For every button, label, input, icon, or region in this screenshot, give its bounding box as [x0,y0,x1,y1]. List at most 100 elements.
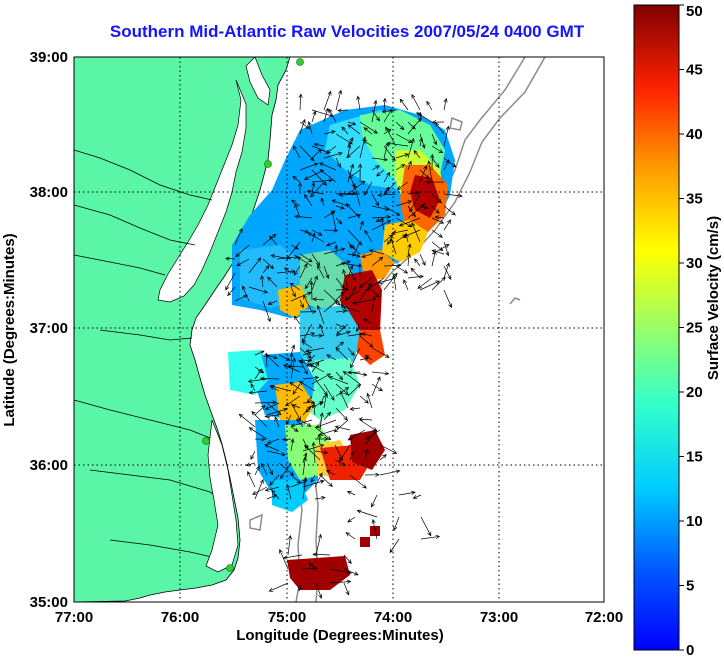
velocity-field [228,105,455,590]
velocity-arrow [395,153,410,159]
velocity-arrow [292,175,301,183]
velocity-arrow [267,300,278,305]
velocity-arrow [335,407,348,421]
velocity-arrow [251,411,268,428]
velocity-arrow [311,178,334,183]
velocity-arrow [399,98,409,111]
colorbar-tick-label: 45 [686,62,703,79]
velocity-arrow [420,534,441,540]
velocity-arrow [314,495,326,501]
velocity-arrow [371,347,390,358]
velocity-arrow [343,554,352,564]
velocity-arrow [280,462,292,480]
velocity-arrow [254,400,278,405]
velocity-arrow [313,142,325,147]
velocity-arrow [309,280,314,301]
velocity-vectors [225,89,463,599]
velocity-arrow [326,145,337,154]
velocity-arrow [443,262,450,279]
velocity-arrow [299,118,306,135]
velocity-arrow [346,490,356,496]
velocity-arrow [379,444,398,454]
velocity-arrow [431,157,440,168]
velocity-arrow [301,340,313,349]
velocity-arrow [292,383,301,395]
velocity-arrow [290,244,299,250]
velocity-arrow [361,253,373,259]
velocity-arrow [302,476,308,500]
velocity-arrow [396,181,409,190]
velocity-arrow [299,162,319,171]
velocity-arrow [410,267,421,279]
velocity-arrow [325,470,336,476]
velocity-arrow [262,258,275,270]
velocity-arrow [419,280,441,291]
velocity-arrow [443,157,457,168]
chesapeake-bay [157,79,247,303]
colorbar-tick-label: 40 [686,126,703,143]
velocity-arrow [304,193,313,207]
velocity-arrow [431,120,445,125]
velocity-arrow [302,456,308,476]
velocity-arrow [407,205,416,218]
velocity-arrow [323,289,341,306]
velocity-arrow [383,181,397,195]
velocity-arrow [349,451,355,461]
velocity-arrow [302,444,325,452]
velocity-arrow [294,203,301,219]
velocity-arrow [434,122,445,135]
velocity-arrow [347,143,352,159]
velocity-arrow [236,258,250,267]
velocity-arrow [248,257,262,274]
velocity-arrow [395,121,405,131]
velocity-arrow [290,426,299,432]
velocity-arrow [443,159,450,171]
velocity-arrow [323,90,332,111]
velocity-arrow [269,235,278,246]
velocity-arrow [264,486,280,492]
velocity-arrow [383,263,402,268]
velocity-arrow [265,353,280,368]
velocity-arrow [307,354,316,363]
velocity-arrow [363,181,373,196]
velocity-arrow [303,294,313,313]
velocity-arrow [371,494,378,508]
velocity-arrow [259,376,280,381]
velocity-arrow [269,384,292,392]
velocity-arrow [349,244,361,255]
velocity-arrow [386,141,409,147]
velocity-arrow [431,249,445,255]
velocity-arrow [264,402,280,410]
velocity-arrow [307,232,325,243]
velocity-arrow [393,516,400,531]
velocity-arrow [317,433,322,446]
velocity-arrow [335,341,345,349]
velocity-arrow [443,241,450,257]
velocity-arrow [337,108,349,113]
velocity-arrow [419,165,428,183]
velocity-arrow [409,193,421,213]
velocity-arrow [341,126,349,135]
velocity-arrow [302,351,312,356]
velocity-arrow [359,335,374,348]
colorbar-tick-label: 25 [686,320,703,337]
velocity-arrow [315,582,323,599]
velocity-arrow [338,192,361,197]
velocity-arrow [407,117,422,135]
velocity-arrow [319,169,337,183]
velocity-arrow [347,347,355,357]
velocity-arrow [342,370,361,385]
velocity-arrow [349,406,361,411]
velocity-arrow [260,274,265,288]
velocity-arrow [328,108,337,123]
velocity-arrow [306,189,325,195]
velocity-arrow [254,405,266,416]
velocity-arrow [284,395,301,407]
velocity-arrow [284,267,292,274]
velocity-arrow [318,429,336,436]
velocity-arrow [335,217,343,225]
velocity-arrow [254,479,264,500]
velocity-arrow [311,333,324,338]
colorbar-tick-label: 5 [686,578,694,595]
